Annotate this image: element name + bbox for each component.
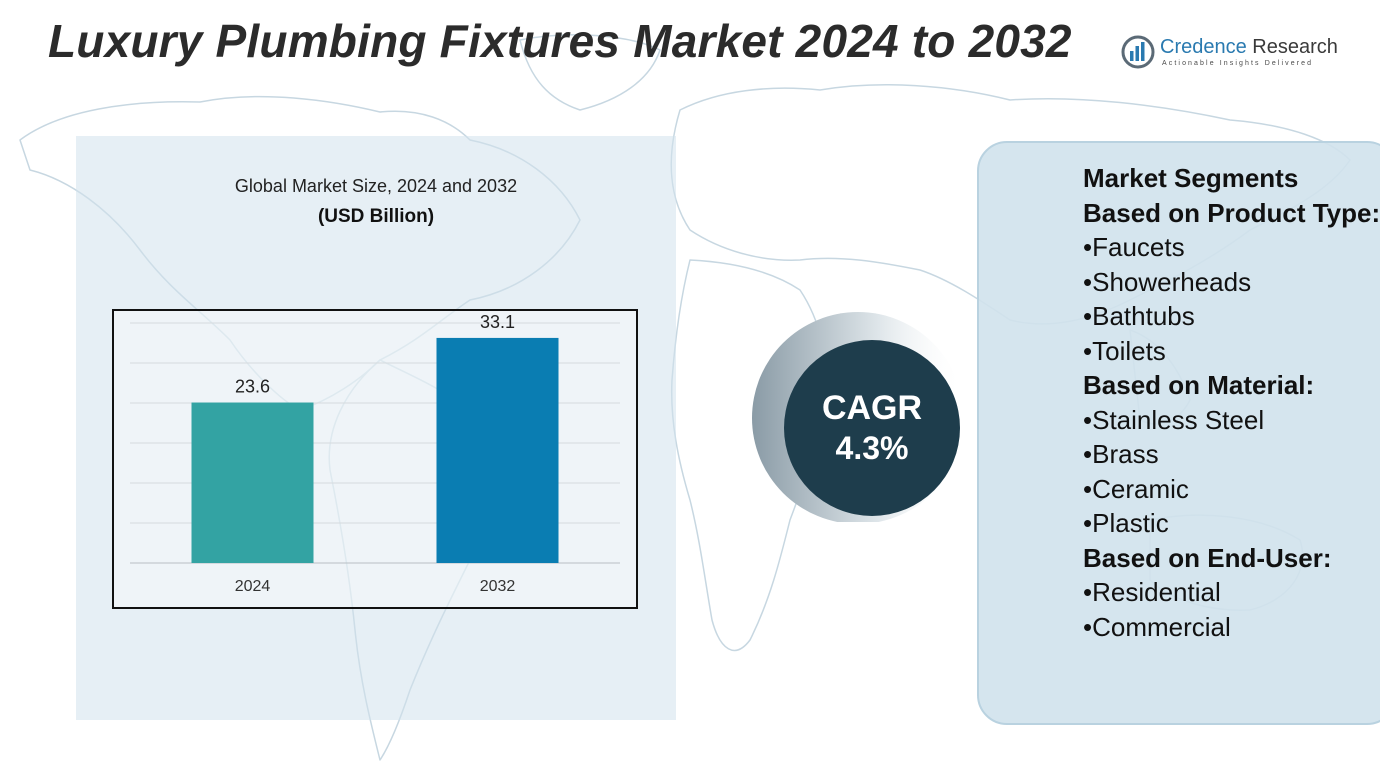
brand-logo: Credence Research Actionable Insights De… <box>1120 34 1360 74</box>
segments-list: Market Segments Based on Product Type:Fa… <box>1083 161 1380 644</box>
bar-2024 <box>191 402 314 563</box>
chart-bars: 23.6 2024 33.1 2032 <box>191 312 559 595</box>
bar-value-label: 23.6 <box>235 377 270 397</box>
x-tick-label: 2024 <box>235 578 271 595</box>
segments-heading: Market Segments <box>1083 163 1299 193</box>
chart-unit-label: (USD Billion) <box>317 206 435 227</box>
chart-panel: Global Market Size, 2024 and 2032 (USD B… <box>76 136 676 720</box>
brand-name-part1: Credence <box>1160 36 1247 58</box>
cagr-value: 4.3% <box>835 430 909 466</box>
bar-2032 <box>436 337 559 563</box>
cagr-circle: CAGR 4.3% <box>784 340 960 516</box>
segment-item: Bathtubs <box>1083 299 1380 334</box>
credence-logo-icon <box>1121 35 1155 69</box>
segment-group-heading: Based on End-User: <box>1083 542 1332 573</box>
segment-group-heading: Based on Material: <box>1083 370 1315 400</box>
brand-name: Credence Research <box>1160 36 1338 59</box>
cagr-badge: CAGR 4.3% <box>748 308 964 524</box>
chart-title: Global Market Size, 2024 and 2032 <box>234 176 518 196</box>
segment-item: Commercial <box>1083 610 1380 645</box>
x-tick-label: 2032 <box>480 578 516 595</box>
cagr-label: CAGR <box>821 389 923 427</box>
segment-item: Toilets <box>1083 334 1380 369</box>
segment-item: Brass <box>1083 437 1380 472</box>
segment-item: Stainless Steel <box>1083 403 1380 438</box>
segment-item: Ceramic <box>1083 472 1380 507</box>
segment-item: Plastic <box>1083 506 1380 541</box>
bar-chart: 23.6 2024 33.1 2032 <box>112 309 638 609</box>
bar-value-label: 33.1 <box>480 312 515 332</box>
segment-item: Showerheads <box>1083 265 1380 300</box>
segment-item: Residential <box>1083 575 1380 610</box>
brand-name-part2: Research <box>1246 36 1338 58</box>
segment-group-heading: Based on Product Type: <box>1083 197 1380 228</box>
page-title: Luxury Plumbing Fixtures Market 2024 to … <box>48 15 1072 67</box>
brand-tagline: Actionable Insights Delivered <box>1162 60 1314 67</box>
segment-item: Faucets <box>1083 230 1380 265</box>
segments-panel: Market Segments Based on Product Type:Fa… <box>977 141 1380 725</box>
